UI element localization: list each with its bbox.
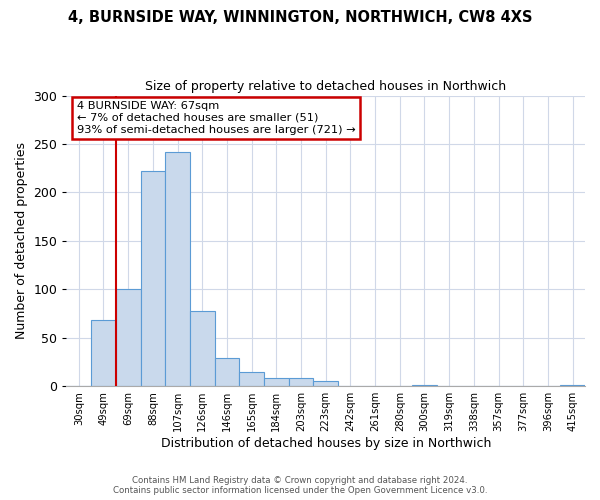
Bar [560,385,585,386]
Y-axis label: Number of detached properties: Number of detached properties [15,142,28,340]
Bar [215,358,239,386]
Text: Contains HM Land Registry data © Crown copyright and database right 2024.
Contai: Contains HM Land Registry data © Crown c… [113,476,487,495]
Bar [165,152,190,386]
Bar [116,290,140,386]
Bar [313,382,338,386]
Text: 4, BURNSIDE WAY, WINNINGTON, NORTHWICH, CW8 4XS: 4, BURNSIDE WAY, WINNINGTON, NORTHWICH, … [68,10,532,25]
Title: Size of property relative to detached houses in Northwich: Size of property relative to detached ho… [145,80,506,93]
Bar [190,310,215,386]
Bar [264,378,289,386]
Bar [412,385,437,386]
Bar [239,372,264,386]
Bar [289,378,313,386]
X-axis label: Distribution of detached houses by size in Northwich: Distribution of detached houses by size … [161,437,491,450]
Text: 4 BURNSIDE WAY: 67sqm
← 7% of detached houses are smaller (51)
93% of semi-detac: 4 BURNSIDE WAY: 67sqm ← 7% of detached h… [77,102,355,134]
Bar [140,171,165,386]
Bar [91,320,116,386]
